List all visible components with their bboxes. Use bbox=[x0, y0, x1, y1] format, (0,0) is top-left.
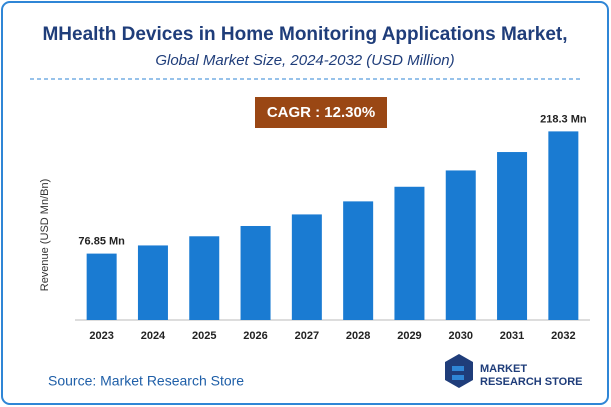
chart-subtitle: Global Market Size, 2024-2032 (USD Milli… bbox=[155, 52, 454, 69]
bar bbox=[343, 201, 374, 320]
value-label: 218.3 Mn bbox=[540, 113, 587, 125]
cagr-label: CAGR : 12.30% bbox=[267, 104, 375, 121]
x-tick-label: 2026 bbox=[243, 330, 267, 342]
bar bbox=[240, 225, 271, 320]
x-tick-label: 2032 bbox=[551, 330, 575, 342]
bar bbox=[497, 152, 528, 320]
x-tick-label: 2030 bbox=[449, 330, 473, 342]
bar bbox=[86, 253, 117, 320]
cagr-box bbox=[255, 97, 387, 128]
bar bbox=[137, 245, 168, 320]
x-tick-label: 2023 bbox=[89, 330, 113, 342]
chart-title: MHealth Devices in Home Monitoring Appli… bbox=[42, 24, 567, 45]
x-tick-label: 2024 bbox=[141, 330, 166, 342]
logo-text: RESEARCH STORE bbox=[480, 376, 582, 388]
bar bbox=[189, 236, 220, 320]
x-tick-label: 2028 bbox=[346, 330, 370, 342]
x-tick-label: 2029 bbox=[397, 330, 421, 342]
source: Source: Market Research Store bbox=[48, 373, 244, 389]
x-tick-label: 2027 bbox=[295, 330, 319, 342]
y-axis-label: Revenue (USD Mn/Bn) bbox=[39, 179, 51, 292]
bar bbox=[394, 186, 425, 320]
bar bbox=[291, 214, 322, 320]
logo-icon bbox=[445, 354, 473, 388]
value-label: 76.85 Mn bbox=[78, 236, 125, 248]
x-tick-label: 2025 bbox=[192, 330, 216, 342]
bar bbox=[548, 131, 579, 320]
bar bbox=[445, 170, 476, 320]
logo-text: MARKET bbox=[480, 363, 527, 375]
x-tick-label: 2031 bbox=[500, 330, 524, 342]
